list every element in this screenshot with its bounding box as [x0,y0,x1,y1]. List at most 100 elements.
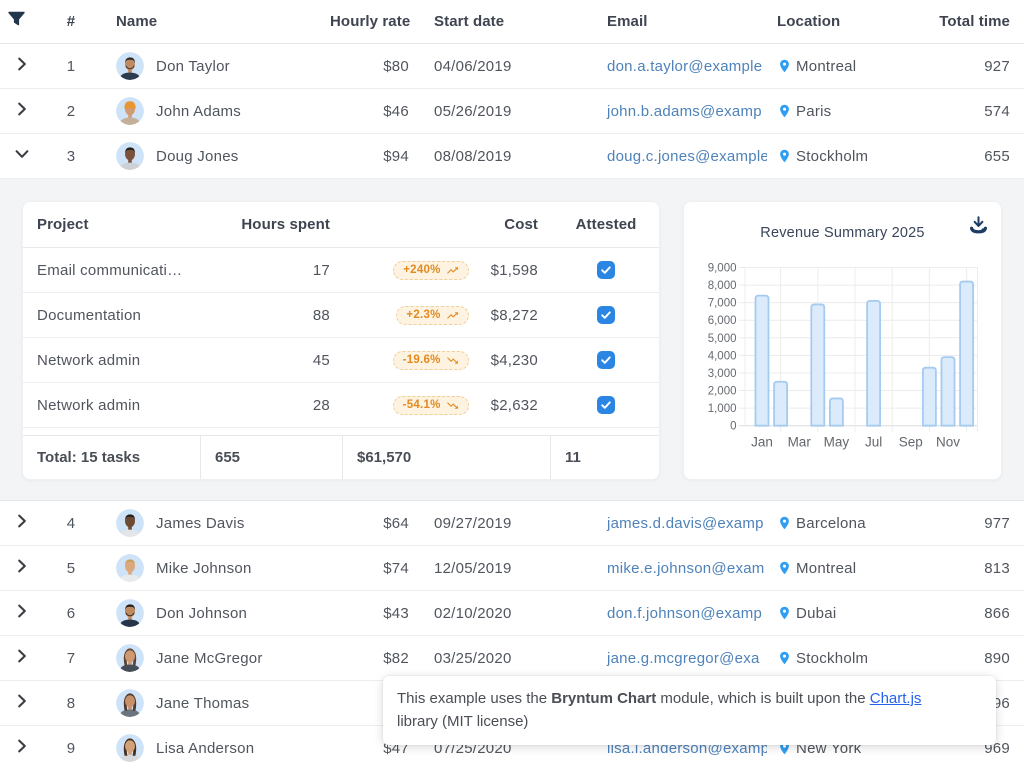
subcolumn-header-cost[interactable]: Cost [504,216,538,233]
expander-cell[interactable] [0,56,48,76]
column-header-location[interactable]: Location [777,13,841,30]
employee-row[interactable]: 2 John Adams $46 05/26/2019 john.b.adams… [0,89,1024,134]
column-header-hourly-rate[interactable]: Hourly rate [330,13,411,30]
email-link[interactable]: doug.c.jones@example [607,147,767,165]
location-cell: Stockholm [767,650,933,667]
expand-row-icon[interactable] [14,101,30,117]
filter-funnel-icon[interactable] [8,11,25,28]
revenue-bar [773,380,788,427]
x-axis-tick-label: May [824,435,850,450]
expand-row-icon[interactable] [14,558,30,574]
trend-value: -19.6% [402,354,441,366]
location: Paris [796,102,832,120]
employee-row[interactable]: 5 Mike Johnson $74 12/05/2019 mike.e.joh… [0,546,1024,591]
location-cell: Stockholm [767,148,933,165]
column-header-email[interactable]: Email [607,13,648,30]
location: Stockholm [796,649,869,667]
attested-checkbox[interactable] [597,306,615,324]
map-pin-icon [780,104,789,118]
expander-cell[interactable] [0,146,48,166]
column-header-name[interactable]: Name [116,13,158,30]
y-axis-tick-label: 8,000 [708,280,737,292]
start-date: 02/10/2020 [434,604,512,622]
employee-row[interactable]: 7 Jane McGregor $82 03/25/2020 jane.g.mc… [0,636,1024,681]
trend-badge: +240% [393,260,469,280]
employee-row[interactable]: 6 Don Johnson $43 02/10/2020 don.f.johns… [0,591,1024,636]
download-chart-button[interactable] [970,216,987,234]
expand-row-icon[interactable] [14,56,30,72]
employee-row[interactable]: 4 James Davis $64 09/27/2019 james.d.dav… [0,501,1024,546]
expander-cell[interactable] [0,648,48,668]
row-number: 9 [66,739,76,757]
attested-checkbox[interactable] [597,351,615,369]
expander-cell[interactable] [0,513,48,533]
row-number: 2 [66,102,76,120]
cost-cell: +240% $1,598 [343,260,551,280]
expand-row-icon[interactable] [14,513,30,529]
employee-row[interactable]: 3 Doug Jones $94 08/08/2019 doug.c.jones… [0,134,1024,179]
expander-cell[interactable] [0,558,48,578]
expand-row-icon[interactable] [14,648,30,664]
column-header-start-date[interactable]: Start date [434,13,505,30]
map-pin-icon [780,516,789,530]
expand-row-icon[interactable] [14,603,30,619]
email-link[interactable]: mike.e.johnson@exam [607,559,765,577]
email-cell: james.d.davis@examp [596,515,767,532]
attested-checkbox[interactable] [597,396,615,414]
y-axis-tick-label: 2,000 [708,386,737,398]
employee-name: Doug Jones [156,147,239,165]
subgrid-header: Project Hours spent Cost Attested [23,202,659,248]
total-time: 813 [984,559,1010,577]
email-link[interactable]: james.d.davis@examp [607,514,764,532]
email-cell: john.b.adams@examp [596,103,767,120]
total-time: 927 [984,57,1010,75]
filter-header-cell[interactable] [0,11,48,32]
subcolumn-header-attested[interactable]: Attested [575,216,637,233]
expand-row-icon[interactable] [14,693,30,709]
hourly-rate: $74 [383,559,409,577]
total-time: 977 [984,514,1010,532]
start-date: 05/26/2019 [434,102,512,120]
tooltip-content: This example uses the Bryntum Chart modu… [397,687,949,733]
email-link[interactable]: john.b.adams@examp [607,102,762,120]
total-time: 574 [984,102,1010,120]
trend-badge: -54.1% [392,395,469,415]
employee-row[interactable]: 1 Don Taylor $80 04/06/2019 don.a.taylor… [0,44,1024,89]
column-header-number[interactable]: # [66,13,76,30]
y-axis-tick-label: 9,000 [708,263,737,275]
map-pin-icon [780,59,789,73]
expander-cell[interactable] [0,603,48,623]
expander-cell[interactable] [0,693,48,713]
column-header-total-time[interactable]: Total time [939,13,1010,30]
attested-checkbox[interactable] [597,261,615,279]
expander-cell[interactable] [0,101,48,121]
row-number: 7 [66,649,76,667]
start-date: 03/25/2020 [434,649,512,667]
collapse-row-icon[interactable] [14,146,30,162]
trend-badge: +2.3% [396,305,469,325]
location-cell: Barcelona [767,515,933,532]
email-link[interactable]: don.a.taylor@example [607,57,763,75]
trend-up-icon [446,311,458,319]
cost-value: $1,598 [490,261,538,279]
attested-cell [551,306,659,324]
cost-value: $8,272 [490,306,538,324]
check-icon [601,356,611,364]
chartjs-link[interactable]: Chart.js [869,690,922,707]
expand-row-icon[interactable] [14,738,30,754]
location-cell: Paris [767,103,933,120]
hours-spent: 45 [312,351,330,369]
trend-down-icon [446,401,458,409]
row-number: 3 [66,147,76,165]
subcolumn-header-hours[interactable]: Hours spent [241,216,330,233]
email-link[interactable]: don.f.johnson@examp [607,604,763,622]
map-pin-icon [780,149,789,163]
subcolumn-header-project[interactable]: Project [37,216,89,233]
email-link[interactable]: jane.g.mcgregor@exa [607,649,760,667]
expander-cell[interactable] [0,738,48,758]
name-cell: James Davis [94,509,330,537]
name-cell: Jane McGregor [94,644,330,672]
employee-name: John Adams [156,102,242,120]
name-cell: Lisa Anderson [94,734,330,762]
